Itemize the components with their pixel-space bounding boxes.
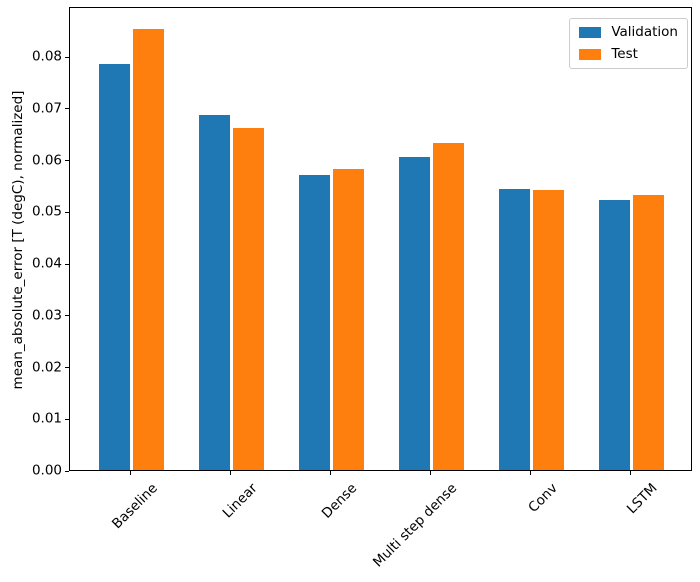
y-tick-label-0.06: 0.06 (31, 151, 62, 168)
y-tick-mark-0.00 (65, 470, 69, 472)
y-tick-mark-0.08 (65, 56, 69, 58)
x-tick-label-multi-step-dense: Multi step dense (370, 480, 461, 571)
legend-swatch-validation-icon (579, 27, 602, 39)
y-tick-label-0.03: 0.03 (31, 307, 62, 324)
x-tick-mark-conv (530, 471, 531, 475)
y-tick-mark-0.01 (65, 418, 69, 420)
y-tick-label-0.00: 0.00 (31, 462, 62, 479)
bar-test-multi-step-dense (432, 143, 464, 470)
bar-test-conv (532, 190, 564, 470)
x-tick-label-dense: Dense (319, 480, 361, 522)
x-tick-label-baseline: Baseline (108, 480, 161, 533)
bar-test-baseline (132, 29, 164, 470)
y-tick-mark-0.05 (65, 211, 69, 213)
y-tick-label-0.04: 0.04 (31, 255, 62, 272)
bar-validation-lstm (598, 200, 630, 470)
plot-area: Validation Test (69, 7, 692, 471)
x-tick-mark-multi-step-dense (430, 471, 431, 475)
legend: Validation Test (569, 18, 688, 70)
x-tick-mark-linear (230, 471, 231, 475)
bar-validation-linear (198, 115, 230, 470)
x-tick-mark-dense (330, 471, 331, 475)
y-tick-label-0.01: 0.01 (31, 410, 62, 427)
bar-validation-conv (498, 189, 530, 470)
legend-label-test: Test (611, 45, 638, 62)
x-tick-label-conv: Conv (525, 480, 561, 516)
y-tick-label-0.05: 0.05 (31, 203, 62, 220)
legend-swatch-test-icon (579, 48, 602, 60)
y-tick-mark-0.07 (65, 108, 69, 110)
y-tick-label-0.02: 0.02 (31, 358, 62, 375)
x-tick-mark-lstm (630, 471, 631, 475)
bar-test-linear (232, 128, 264, 470)
x-tick-label-linear: Linear (219, 480, 261, 522)
legend-label-validation: Validation (611, 24, 678, 40)
bar-test-dense (332, 169, 364, 470)
y-tick-mark-0.03 (65, 315, 69, 317)
bar-validation-dense (298, 175, 330, 470)
y-axis-label: mean_absolute_error [T (degC), normalize… (10, 90, 26, 390)
y-tick-label-0.07: 0.07 (31, 100, 62, 117)
y-tick-mark-0.04 (65, 263, 69, 265)
x-tick-label-lstm: LSTM (623, 480, 661, 518)
bar-validation-baseline (98, 64, 130, 470)
y-tick-mark-0.06 (65, 160, 69, 162)
bar-test-lstm (632, 195, 664, 470)
x-tick-mark-baseline (130, 471, 131, 475)
y-tick-label-0.08: 0.08 (31, 48, 62, 65)
bar-validation-multi-step-dense (398, 157, 430, 470)
y-tick-mark-0.02 (65, 367, 69, 369)
legend-item-test: Test (579, 45, 678, 63)
legend-item-validation: Validation (579, 24, 678, 41)
